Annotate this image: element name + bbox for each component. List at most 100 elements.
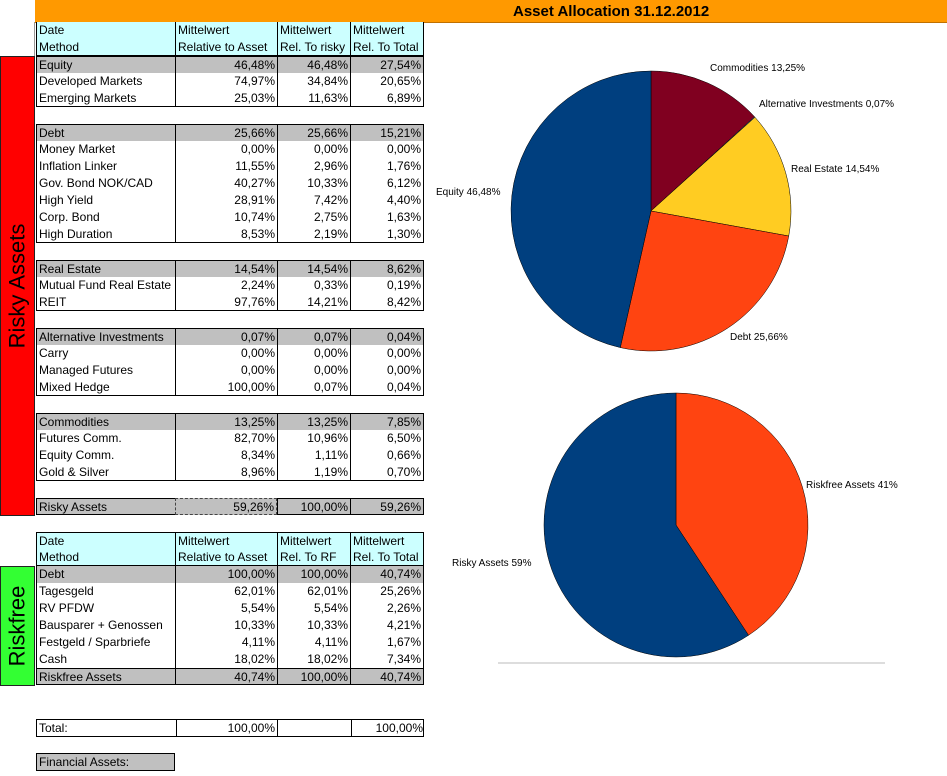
pie1-label-alternative: Alternative Investments 0,07% bbox=[759, 99, 895, 110]
cell-relative: 8,96% bbox=[175, 464, 277, 481]
cell-rel-total: Mittelwert bbox=[350, 532, 424, 549]
cell-rel-total: 40,74% bbox=[350, 566, 424, 583]
cell-rel-total: 0,04% bbox=[350, 328, 424, 345]
cell-rel-total: 0,00% bbox=[350, 345, 424, 362]
cell-rel-total: 1,67% bbox=[350, 634, 424, 651]
cell-label: Inflation Linker bbox=[36, 158, 175, 175]
pie1-slice-2 bbox=[650, 116, 792, 237]
cell-rel-group: 0,00% bbox=[277, 362, 350, 379]
cell-rel-group: 46,48% bbox=[277, 56, 350, 73]
cell-label: Debt bbox=[36, 566, 175, 583]
pie2-label-riskfree: Riskfree Assets 41% bbox=[806, 480, 898, 491]
cell-rel-group: 0,07% bbox=[277, 379, 350, 396]
cell-relative: 0,00% bbox=[175, 345, 277, 362]
cell-label: Date bbox=[36, 532, 175, 549]
cell-rel-group: Rel. To RF bbox=[277, 549, 350, 566]
cell-label: Corp. Bond bbox=[36, 209, 175, 226]
cell-relative: Mittelwert bbox=[175, 22, 277, 39]
cell-relative: 0,00% bbox=[175, 362, 277, 379]
cell-rel-group: 18,02% bbox=[277, 651, 350, 668]
grand-total-label: Total: bbox=[39, 721, 68, 735]
cell-rel-group: 0,00% bbox=[277, 345, 350, 362]
pie1-label-equity: Equity 46,48% bbox=[436, 187, 501, 198]
grand-total-relative: 100,00% bbox=[176, 720, 278, 737]
cell-label: Gold & Silver bbox=[36, 464, 175, 481]
cell-rel-total: 6,50% bbox=[350, 430, 424, 447]
cell-rel-total: Mittelwert bbox=[350, 22, 424, 39]
cell-relative: 46,48% bbox=[175, 56, 277, 73]
cell-label: Commodities bbox=[36, 413, 175, 430]
pie1-slice-3 bbox=[619, 210, 790, 352]
cell-rel-total: 25,26% bbox=[350, 583, 424, 600]
cell-relative: 10,74% bbox=[175, 209, 277, 226]
cell-rel-total: 27,54% bbox=[350, 56, 424, 73]
cell-label: Equity Comm. bbox=[36, 447, 175, 464]
cell-rel-group: 0,07% bbox=[277, 328, 350, 345]
cell-rel-group: 11,63% bbox=[277, 90, 350, 107]
cell-label: Money Market bbox=[36, 141, 175, 158]
cell-label: Method bbox=[36, 39, 175, 56]
cell-rel-total: 1,63% bbox=[350, 209, 424, 226]
cell-rel-group: 1,19% bbox=[277, 464, 350, 481]
cell-label: Emerging Markets bbox=[36, 90, 175, 107]
cell-relative: 40,27% bbox=[175, 175, 277, 192]
financial-assets-label: Financial Assets: bbox=[39, 755, 130, 769]
cell-relative: 8,34% bbox=[175, 447, 277, 464]
cell-relative: 11,55% bbox=[175, 158, 277, 175]
cell-label: Bausparer + Genossen bbox=[36, 617, 175, 634]
cell-rel-total: 59,26% bbox=[350, 498, 424, 515]
cell-rel-total: 0,66% bbox=[350, 447, 424, 464]
cell-relative: 0,00% bbox=[175, 141, 277, 158]
riskfree-side-label: Riskfree bbox=[0, 566, 35, 686]
cell-rel-group: 10,33% bbox=[277, 617, 350, 634]
cell-relative: 10,33% bbox=[175, 617, 277, 634]
cell-rel-total: 0,00% bbox=[350, 141, 424, 158]
cell-rel-total: 0,19% bbox=[350, 277, 424, 294]
cell-relative: 62,01% bbox=[175, 583, 277, 600]
pie2-label-risky: Risky Assets 59% bbox=[452, 558, 532, 569]
cell-rel-total: 4,21% bbox=[350, 617, 424, 634]
pie1-slice-4 bbox=[510, 70, 652, 348]
cell-rel-total: 40,74% bbox=[350, 668, 424, 685]
pie1-label-commodities: Commodities 13,25% bbox=[710, 63, 806, 74]
cell-label: Gov. Bond NOK/CAD bbox=[36, 175, 175, 192]
cell-label: Riskfree Assets bbox=[36, 668, 175, 685]
cell-rel-group: 10,96% bbox=[277, 430, 350, 447]
cell-label: Developed Markets bbox=[36, 73, 175, 90]
financial-assets-cell: Financial Assets: bbox=[36, 753, 175, 771]
cell-rel-group: 100,00% bbox=[277, 668, 350, 685]
cell-relative: 97,76% bbox=[175, 294, 277, 311]
cell-relative: 8,53% bbox=[175, 226, 277, 243]
cell-label: Mutual Fund Real Estate bbox=[36, 277, 175, 294]
cell-relative: 5,54% bbox=[175, 600, 277, 617]
cell-rel-group: 1,11% bbox=[277, 447, 350, 464]
cell-label: REIT bbox=[36, 294, 175, 311]
cell-rel-group: 25,66% bbox=[277, 124, 350, 141]
cell-label: Risky Assets bbox=[36, 498, 175, 515]
cell-label: Managed Futures bbox=[36, 362, 175, 379]
cell-relative: 25,03% bbox=[175, 90, 277, 107]
cell-rel-group: 0,00% bbox=[277, 141, 350, 158]
cell-rel-group: 0,33% bbox=[277, 277, 350, 294]
cell-label: Real Estate bbox=[36, 260, 175, 277]
cell-rel-total: 2,26% bbox=[350, 600, 424, 617]
cell-relative: 2,24% bbox=[175, 277, 277, 294]
cell-rel-total: 15,21% bbox=[350, 124, 424, 141]
cell-relative: 59,26% bbox=[175, 498, 277, 515]
cell-rel-group: 4,11% bbox=[277, 634, 350, 651]
cell-label: RV PFDW bbox=[36, 600, 175, 617]
pie1-label-debt: Debt 25,66% bbox=[730, 332, 788, 343]
grand-total-row: Total: 100,00% 100,00% bbox=[36, 719, 424, 737]
side-spacer bbox=[0, 22, 35, 56]
cell-relative: 82,70% bbox=[175, 430, 277, 447]
risky-side-label: Risky Assets bbox=[0, 56, 35, 516]
cell-label: Festgeld / Sparbriefe bbox=[36, 634, 175, 651]
cell-rel-group: 2,96% bbox=[277, 158, 350, 175]
cell-rel-group: 13,25% bbox=[277, 413, 350, 430]
cell-label: Mixed Hedge bbox=[36, 379, 175, 396]
cell-relative: 14,54% bbox=[175, 260, 277, 277]
cell-rel-total: 8,42% bbox=[350, 294, 424, 311]
cell-relative: 100,00% bbox=[175, 379, 277, 396]
cell-rel-total: 4,40% bbox=[350, 192, 424, 209]
